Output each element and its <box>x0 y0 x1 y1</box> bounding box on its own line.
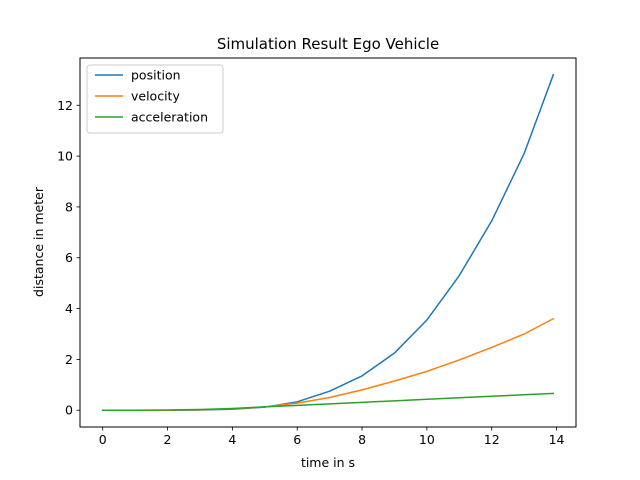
x-tick-label: 10 <box>419 432 435 447</box>
y-tick-label: 4 <box>65 301 73 316</box>
chart-title: Simulation Result Ego Vehicle <box>217 35 439 53</box>
x-tick-label: 0 <box>99 432 107 447</box>
series-line-acceleration <box>101 392 555 411</box>
y-tick-label: 10 <box>57 149 73 164</box>
y-tick-label: 8 <box>65 199 73 214</box>
y-tick-label: 6 <box>65 250 73 265</box>
y-axis-label: distance in meter <box>31 186 46 297</box>
y-tick-label: 2 <box>65 352 73 367</box>
x-tick-label: 8 <box>358 432 366 447</box>
x-axis-label: time in s <box>301 455 355 470</box>
legend: position velocity acceleration <box>86 64 224 134</box>
x-tick-label: 2 <box>164 432 172 447</box>
x-axis-ticks: 0 2 4 6 8 10 12 14 <box>99 427 565 447</box>
plot-area-frame <box>79 57 577 428</box>
x-tick-label: 14 <box>549 432 565 447</box>
legend-label-velocity: velocity <box>131 89 180 104</box>
plot-lines <box>101 73 555 411</box>
y-axis-ticks: 0 2 4 6 8 10 12 <box>57 98 80 418</box>
x-tick-label: 12 <box>484 432 500 447</box>
legend-label-acceleration: acceleration <box>131 110 208 125</box>
x-tick-label: 4 <box>228 432 236 447</box>
legend-frame <box>86 64 224 134</box>
legend-label-position: position <box>131 68 181 83</box>
y-tick-label: 0 <box>65 403 73 418</box>
x-tick-label: 6 <box>293 432 301 447</box>
y-tick-label: 12 <box>57 98 73 113</box>
